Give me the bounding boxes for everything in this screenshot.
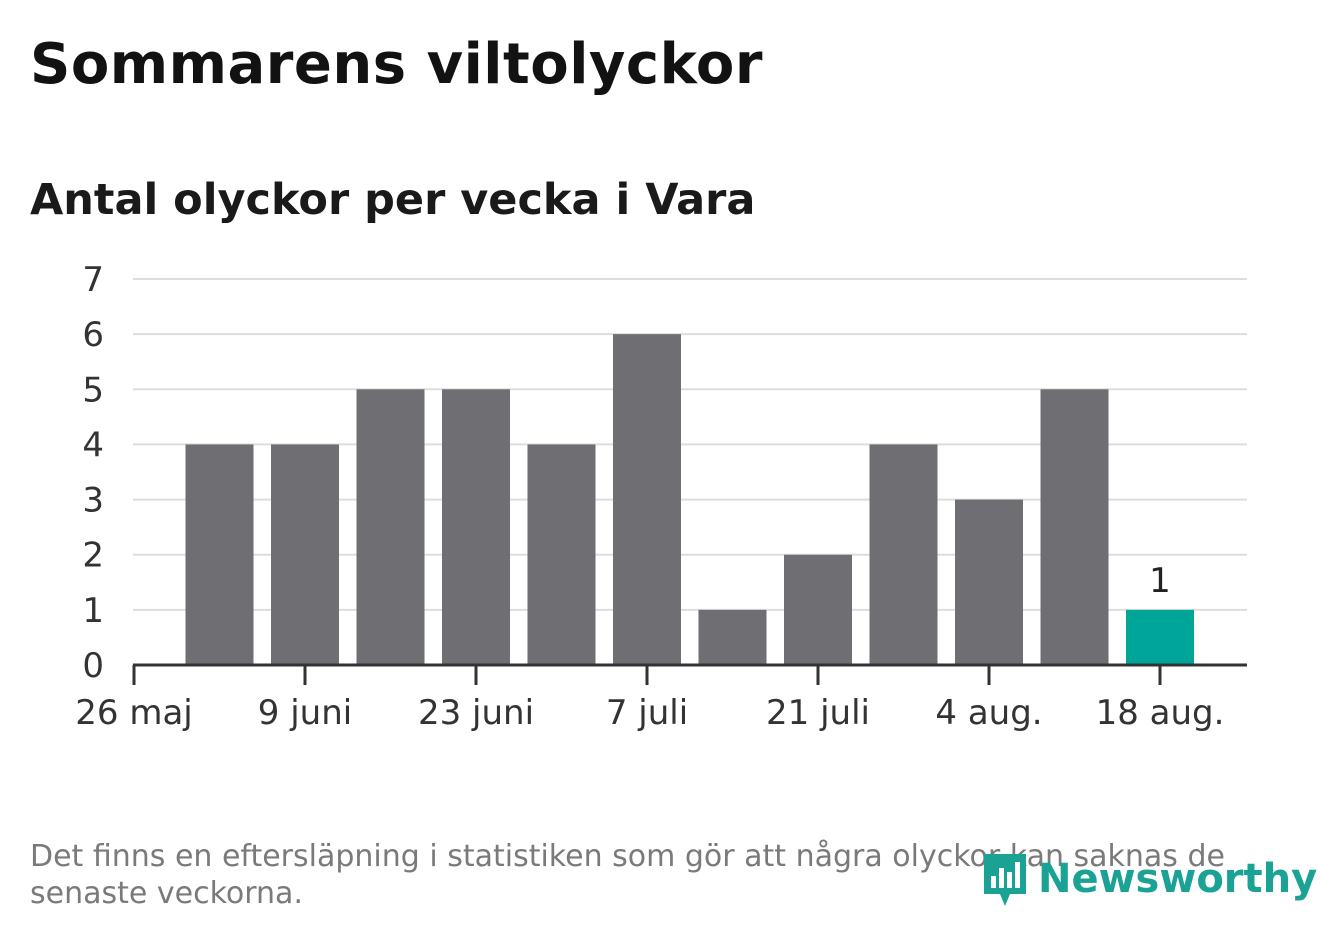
y-tick-label: 6 (82, 315, 104, 355)
y-tick-label: 0 (82, 646, 104, 686)
chart-subtitle: Antal olyckor per vecka i Vara (30, 175, 756, 225)
bar (271, 444, 339, 665)
bar (1040, 389, 1109, 665)
brand-logo[interactable]: Newsworthy (980, 848, 1317, 910)
bar (613, 334, 681, 665)
tick-labels: 0 1 2 3 4 5 6 7 1 26 maj 9 juni 23 juni 7 juli 21 jul… (75, 260, 1224, 733)
y-tick-label: 1 (82, 591, 104, 631)
x-tick-label: 18 aug. (1096, 693, 1225, 733)
bar (527, 444, 596, 665)
bar (955, 499, 1023, 665)
bar (1126, 609, 1194, 665)
bar (442, 389, 510, 665)
y-tick-label: 7 (82, 260, 104, 300)
bar (784, 554, 852, 665)
brand-name: Newsworthy (1038, 856, 1318, 902)
y-tick-label: 2 (82, 536, 104, 576)
x-tick-label: 4 aug. (935, 693, 1042, 733)
bar (185, 444, 254, 665)
x-tick-label: 9 juni (258, 693, 352, 733)
bar (356, 389, 425, 665)
bar-chart-speech-bubble-icon (984, 854, 1026, 906)
chart-title: Sommarens viltolyckor (30, 32, 763, 97)
y-tick-label: 5 (82, 370, 104, 410)
x-tick-label: 26 maj (75, 693, 192, 733)
x-tick-label: 21 juli (766, 693, 870, 733)
bar (698, 609, 767, 665)
bars (185, 334, 1194, 665)
y-tick-label: 4 (82, 425, 104, 465)
data-label: 1 (1149, 561, 1171, 601)
x-tick-label: 23 juni (418, 693, 534, 733)
axes (132, 663, 1247, 685)
bar (869, 444, 938, 665)
y-tick-label: 3 (82, 481, 104, 521)
x-tick-label: 7 juli (606, 693, 688, 733)
